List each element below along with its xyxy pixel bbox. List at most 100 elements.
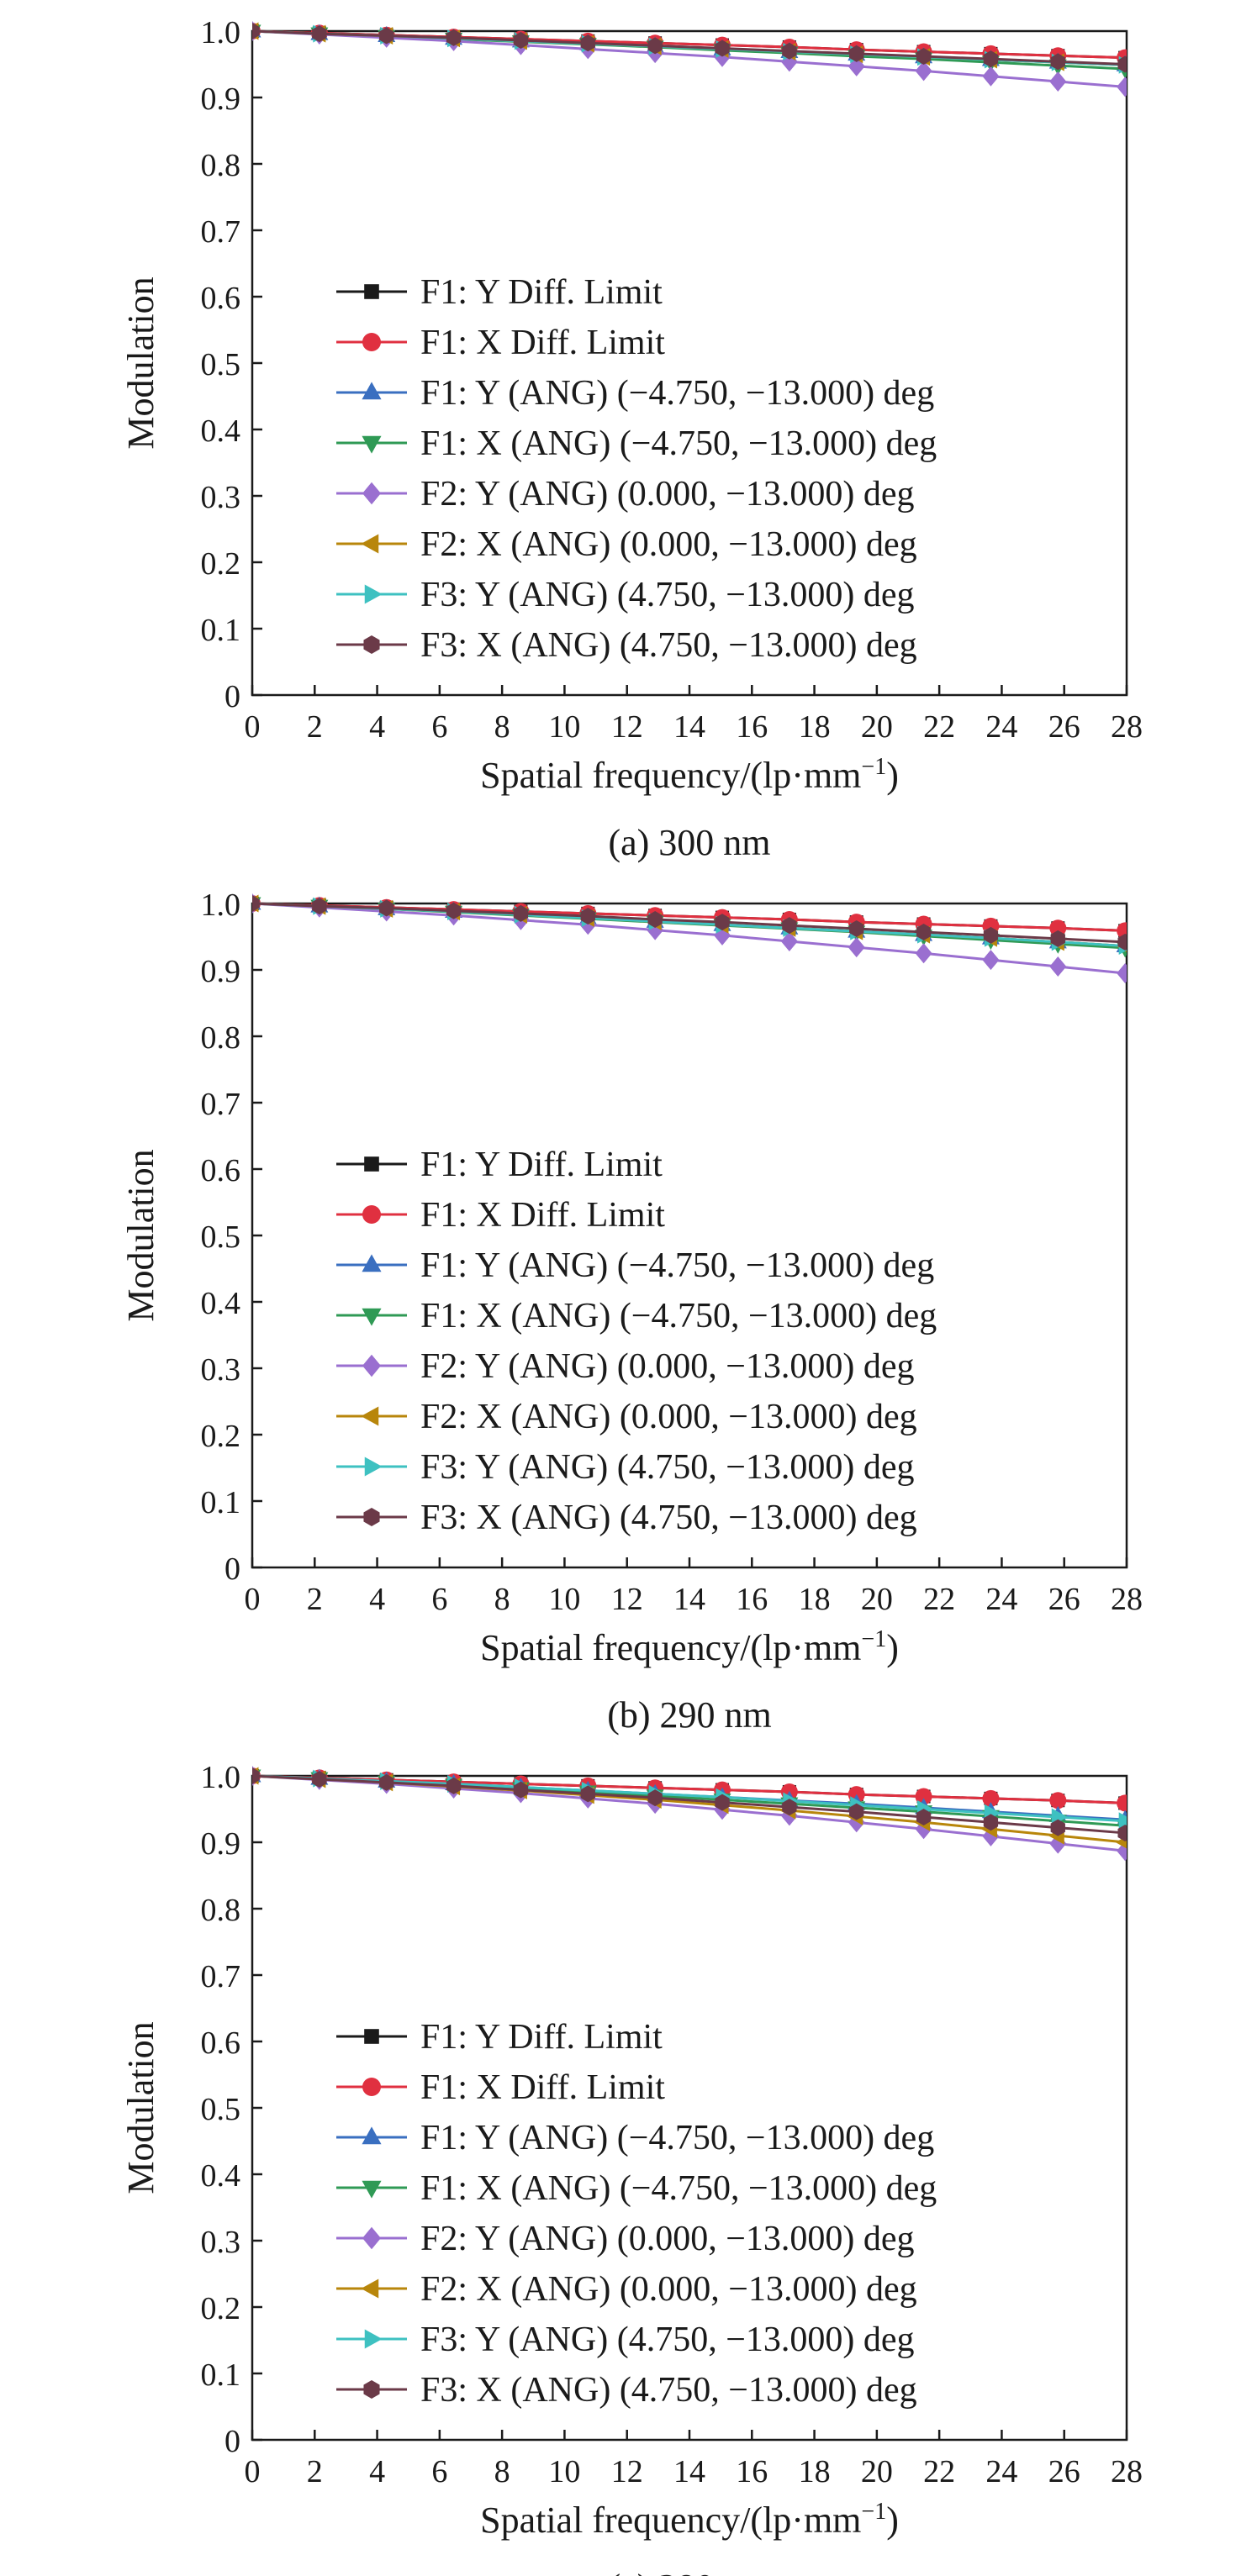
legend-item: F1: Y Diff. Limit [336,273,663,312]
data-point [1049,1792,1067,1810]
x-axis-label-suffix: ) [886,755,899,796]
y-tick-label: 0.3 [201,480,241,515]
x-tick-label: 4 [369,1582,385,1617]
x-tick-label: 12 [611,2454,643,2489]
y-tick-label: 0.8 [201,148,241,183]
legend-label: F2: X (ANG) (0.000, −13.000) deg [420,2270,917,2309]
legend-label: F1: X Diff. Limit [420,324,665,362]
panel-caption: (b) 290 nm [607,1694,772,1736]
x-tick-label: 28 [1111,2454,1143,2489]
legend-marker [361,534,379,554]
x-tick-label: 28 [1111,1582,1143,1617]
data-point [1117,933,1127,951]
x-tick-label: 16 [736,1582,768,1617]
x-axis-label-superscript: −1 [861,2499,886,2525]
data-point [780,51,798,72]
series-line [252,902,1126,944]
data-point [312,1770,327,1788]
legend-item: F2: Y (ANG) (0.000, −13.000) deg [336,475,915,514]
series-line [252,1774,1126,1823]
y-tick-label: 0.2 [201,1419,241,1454]
legend-marker [363,1508,380,1526]
legend-marker [364,2029,379,2044]
y-axis-label: Modulation [120,277,161,449]
x-tick-label: 2 [307,709,323,745]
x-axis-label: Spatial frequency/(lp·mm−1) [480,1626,899,1668]
legend-item: F1: Y Diff. Limit [336,1146,663,1184]
legend-label: F2: Y (ANG) (0.000, −13.000) deg [420,475,915,514]
data-point [782,917,797,935]
x-tick-label: 10 [548,1582,580,1617]
panel-caption: (a) 300 nm [608,822,770,863]
data-point [1117,55,1127,73]
legend-item: F1: Y (ANG) (−4.750, −13.000) deg [336,1246,934,1285]
data-point [1050,53,1065,71]
chart-panel-c: 00.10.20.30.40.50.60.70.80.91.00 2 4 6 8 10 12… [120,1760,1143,2576]
legend-marker [364,1457,383,1477]
y-tick-label: 0 [224,2424,240,2459]
legend-item: F3: X (ANG) (4.750, −13.000) deg [336,2371,917,2410]
x-tick-label: 18 [799,2454,831,2489]
y-tick-label: 0.1 [201,2357,241,2393]
x-tick-label: 28 [1111,709,1143,745]
data-point [782,1799,797,1816]
panel-caption: (c) 280 nm [608,2567,770,2576]
x-tick-label: 8 [494,709,510,745]
x-axis-label-suffix: ) [886,1627,899,1668]
legend-item: F1: X (ANG) (−4.750, −13.000) deg [336,1297,937,1335]
legend-label: F1: X (ANG) (−4.750, −13.000) deg [420,1297,937,1335]
series-8 [252,1767,1127,1841]
legend-label: F2: Y (ANG) (0.000, −13.000) deg [420,2220,915,2258]
x-axis-label-main: Spatial frequency/(lp·mm [480,755,861,796]
data-point [982,950,1000,971]
legend-item: F2: X (ANG) (0.000, −13.000) deg [336,1398,917,1436]
series-8 [252,23,1127,73]
x-axis-label: Spatial frequency/(lp·mm−1) [480,2499,899,2541]
y-tick-label: 0.4 [201,1286,241,1321]
legend-item: F1: Y Diff. Limit [336,2018,663,2057]
series-2 [252,1767,1127,1812]
x-axis-label: Spatial frequency/(lp·mm−1) [480,754,899,796]
x-tick-label: 20 [861,709,893,745]
data-point [580,34,595,52]
series-line [252,902,1126,975]
data-point [849,1803,864,1820]
x-axis-label-superscript: −1 [861,754,886,780]
series-8 [252,895,1127,951]
x-tick-label: 20 [861,1582,893,1617]
legend-marker [362,1205,381,1224]
legend-marker [361,1406,379,1426]
legend-marker [364,2329,383,2349]
data-point [252,895,260,912]
y-tick-label: 0.6 [201,281,241,316]
data-point [647,1789,663,1807]
x-tick-label: 20 [861,2454,893,2489]
x-tick-label: 6 [431,2454,447,2489]
legend-label: F3: Y (ANG) (4.750, −13.000) deg [420,2321,915,2359]
x-tick-label: 4 [369,2454,385,2489]
y-tick-label: 0.7 [201,1959,241,1994]
data-point [1050,1819,1065,1836]
x-tick-label: 12 [611,1582,643,1617]
data-point [312,25,327,43]
legend-marker [362,2180,382,2199]
x-tick-label: 26 [1048,1582,1080,1617]
data-point [379,899,394,917]
x-tick-label: 10 [548,2454,580,2489]
y-tick-label: 0.5 [201,347,241,382]
legend-item: F3: Y (ANG) (4.750, −13.000) deg [336,2321,915,2359]
legend: F1: Y Diff. Limit F1: X Diff. Limit F1: Y … [336,2018,937,2410]
y-tick-label: 0.5 [201,2092,241,2127]
chart-panel-a: 00.10.20.30.40.50.60.70.80.91.00 2 4 6 8 10 12… [120,15,1143,863]
y-tick-label: 0.9 [201,82,241,117]
data-point [715,914,730,931]
y-tick-label: 0.2 [201,2291,241,2326]
data-point [915,61,932,82]
y-tick-label: 0.4 [201,414,241,449]
legend-marker [361,2278,379,2299]
legend-item: F1: X (ANG) (−4.750, −13.000) deg [336,424,937,463]
x-tick-label: 12 [611,709,643,745]
legend-label: F1: X (ANG) (−4.750, −13.000) deg [420,424,937,463]
y-tick-label: 0.4 [201,2158,241,2194]
data-point [252,23,260,40]
